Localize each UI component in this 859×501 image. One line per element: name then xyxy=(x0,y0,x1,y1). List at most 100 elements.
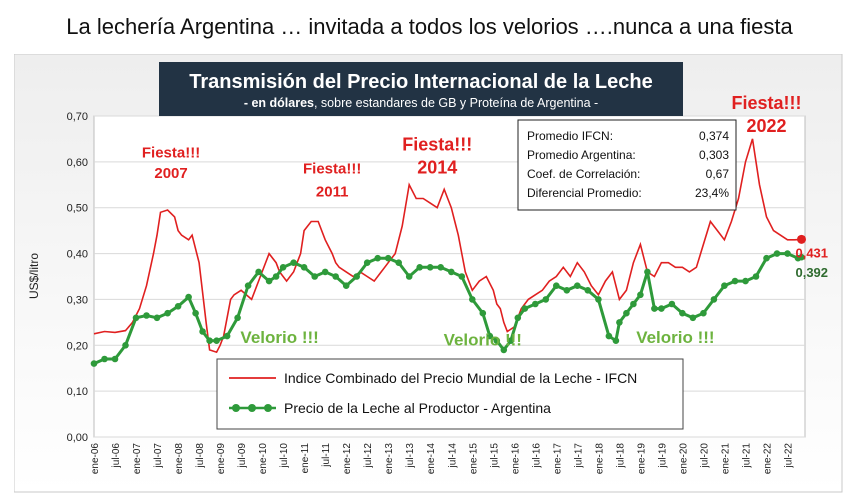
stats-box xyxy=(517,119,737,211)
x-tick-label: ene-22 xyxy=(762,443,773,475)
argentina-data-point xyxy=(311,273,319,280)
stats-value: 0,374 xyxy=(699,129,729,143)
x-tick-label: ene-12 xyxy=(342,443,353,475)
x-tick-label: ene-07 xyxy=(132,443,143,475)
x-tick-label: jul-08 xyxy=(195,443,206,469)
argentina-data-point xyxy=(710,296,718,303)
argentina-data-point xyxy=(630,300,637,308)
argentina-data-point xyxy=(742,277,749,285)
x-tick-label: ene-11 xyxy=(300,443,311,474)
argentina-data-point xyxy=(521,305,529,312)
argentina-data-point xyxy=(469,296,476,303)
argentina-data-point xyxy=(405,273,413,280)
legend-marker-argentina-1 xyxy=(232,404,240,412)
argentina-data-point xyxy=(605,332,613,340)
argentina-data-point xyxy=(255,268,262,276)
x-tick-label: ene-09 xyxy=(216,443,227,475)
x-tick-label: jul-14 xyxy=(447,443,458,469)
argentina-data-point xyxy=(279,264,287,271)
chart-annotation: Velorio !!! xyxy=(444,330,522,349)
argentina-data-point xyxy=(143,312,150,319)
stats-label: Promedio IFCN: xyxy=(527,129,613,143)
argentina-data-point xyxy=(199,328,206,335)
argentina-data-point xyxy=(395,259,403,266)
y-tick-label: 0,00 xyxy=(67,432,88,444)
argentina-data-point xyxy=(668,300,676,308)
argentina-data-point xyxy=(651,305,658,312)
chart-subtitle: - en dólares, sobre estandares de GB y P… xyxy=(244,96,598,110)
stats-label: Diferencial Promedio: xyxy=(527,186,642,200)
argentina-data-point xyxy=(374,254,382,262)
y-tick-label: 0,30 xyxy=(67,294,88,306)
argentina-data-point xyxy=(486,332,494,340)
y-tick-label: 0,50 xyxy=(67,203,88,215)
slide-title: La lechería Argentina … invitada a todos… xyxy=(66,14,793,39)
x-tick-label: ene-20 xyxy=(678,443,689,475)
x-tick-label: jul-18 xyxy=(615,443,626,469)
argentina-data-point xyxy=(223,332,231,340)
argentina-end-label: 0,392 xyxy=(795,265,828,280)
argentina-data-point xyxy=(437,264,445,271)
x-tick-label: ene-16 xyxy=(510,443,521,475)
chart-annotation: 2011 xyxy=(316,183,349,200)
argentina-data-point xyxy=(532,300,539,308)
title-box xyxy=(159,62,683,116)
argentina-data-point xyxy=(637,291,644,299)
argentina-data-point xyxy=(644,268,651,276)
chart-annotation: Fiesta!!! xyxy=(402,134,472,154)
y-tick-label: 0,40 xyxy=(67,249,88,261)
argentina-data-point xyxy=(132,314,140,322)
argentina-data-point xyxy=(507,337,515,345)
chart: 0,00 0,10 0,20 0,30 0,40 0,50 0,60 0,70 ene-06 j… xyxy=(14,54,843,493)
x-tick-label: jul-22 xyxy=(783,443,794,469)
argentina-data-point xyxy=(584,287,592,294)
chart-annotation: 2007 xyxy=(154,165,187,182)
ifcn-end-label: 0,431 xyxy=(795,245,828,260)
x-tick-label: ene-17 xyxy=(552,443,563,475)
argentina-data-point xyxy=(448,268,455,276)
x-tick-label: jul-06 xyxy=(111,443,122,469)
stats-value: 0,303 xyxy=(699,148,729,162)
argentina-data-point xyxy=(342,282,350,289)
chart-annotation: Fiesta!!! xyxy=(142,144,200,161)
chart-annotation: 2014 xyxy=(417,157,457,177)
argentina-data-point xyxy=(563,287,571,294)
chart-annotation: Fiesta!!! xyxy=(731,93,801,113)
chart-annotation: Fiesta!!! xyxy=(303,160,361,177)
x-tick-label: jul-16 xyxy=(531,443,542,469)
argentina-data-point xyxy=(616,319,623,326)
argentina-data-point xyxy=(192,309,199,317)
stats-value: 0,67 xyxy=(706,167,730,181)
argentina-data-point xyxy=(752,273,760,280)
x-tick-label: ene-15 xyxy=(468,443,479,475)
argentina-data-point xyxy=(265,277,273,285)
x-tick-label: ene-13 xyxy=(384,443,395,475)
stats-value: 23,4% xyxy=(695,186,729,200)
x-tick-label: jul-20 xyxy=(699,443,710,469)
argentina-data-point xyxy=(731,277,739,285)
argentina-data-point xyxy=(90,360,98,367)
argentina-data-point xyxy=(384,254,392,262)
x-tick-label: jul-11 xyxy=(321,443,332,468)
x-tick-label: ene-08 xyxy=(174,443,185,475)
argentina-data-point xyxy=(363,259,371,266)
argentina-data-point xyxy=(244,282,252,289)
argentina-data-point xyxy=(300,264,308,271)
legend-label-ifcn: Indice Combinado del Precio Mundial de l… xyxy=(284,370,637,386)
chart-title: Transmisión del Precio Internacional de … xyxy=(189,71,653,93)
legend-marker-argentina-3 xyxy=(264,404,272,412)
chart-annotation: Velorio !!! xyxy=(240,328,318,347)
argentina-data-point xyxy=(272,273,280,280)
x-tick-label: ene-19 xyxy=(636,443,647,475)
chart-annotation: 2022 xyxy=(746,116,786,136)
argentina-data-point xyxy=(174,303,182,310)
legend-box xyxy=(216,358,684,430)
argentina-data-point xyxy=(458,273,466,280)
argentina-data-point xyxy=(763,254,770,262)
argentina-data-point xyxy=(101,355,108,363)
x-tick-label: jul-13 xyxy=(405,443,416,469)
legend-marker-argentina-2 xyxy=(248,404,256,412)
argentina-series-line xyxy=(93,252,802,365)
x-tick-label: ene-18 xyxy=(594,443,605,475)
argentina-data-point xyxy=(542,296,550,303)
